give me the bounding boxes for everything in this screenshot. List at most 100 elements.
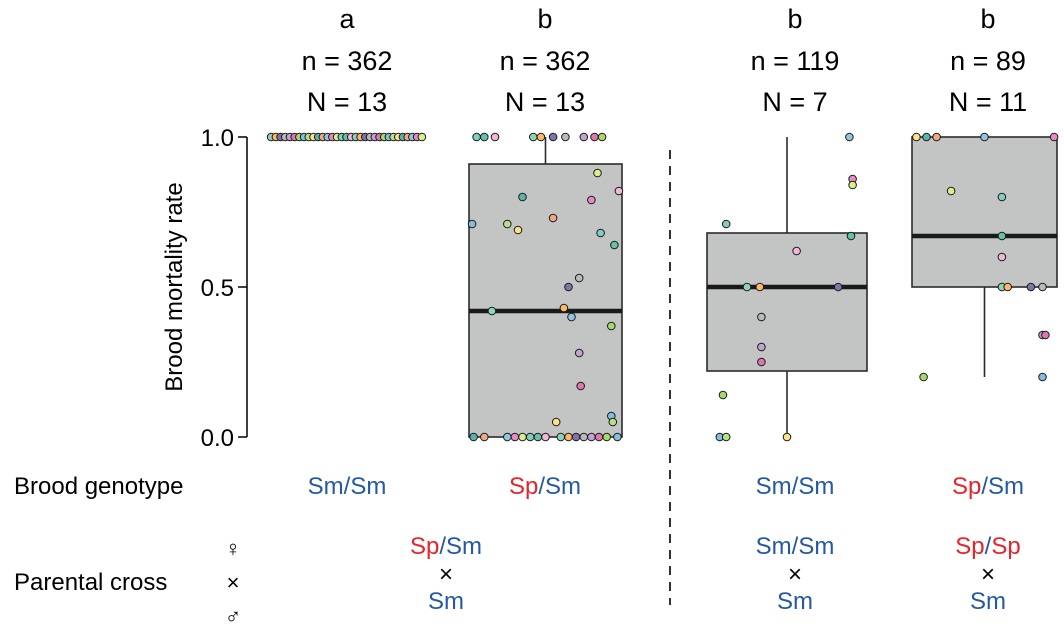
cross-male: Sm bbox=[777, 588, 813, 615]
genotype-part: / bbox=[344, 473, 351, 500]
genotype-part: / bbox=[538, 473, 545, 500]
data-point bbox=[596, 228, 605, 238]
genotype-label: Sm/Sm bbox=[308, 473, 387, 500]
data-point bbox=[848, 180, 857, 190]
data-point bbox=[593, 168, 602, 178]
cross-times: × bbox=[981, 561, 995, 588]
data-point bbox=[518, 192, 527, 202]
data-point bbox=[792, 246, 801, 256]
cross-female-part: / bbox=[985, 533, 992, 560]
data-point bbox=[574, 273, 584, 283]
y-tick-label: 0.0 bbox=[201, 425, 234, 452]
genotype-part: Sm bbox=[308, 473, 344, 500]
box-iqr bbox=[706, 232, 868, 372]
cross-female-part: / bbox=[439, 533, 446, 560]
brood-genotype-label: Brood genotype bbox=[14, 473, 183, 500]
data-point bbox=[919, 372, 928, 382]
genotype-label: Sp/Sm bbox=[952, 473, 1024, 500]
cross-male: Sm bbox=[428, 588, 464, 615]
y-axis: 1.0 0.5 0.0 Brood mortality rate bbox=[161, 125, 248, 452]
data-point bbox=[567, 312, 576, 322]
genotype-part: Sm bbox=[545, 473, 581, 500]
data-point bbox=[587, 432, 596, 442]
data-point bbox=[594, 432, 604, 442]
data-point bbox=[574, 348, 584, 358]
significance-letter: a bbox=[339, 4, 355, 34]
data-point bbox=[579, 432, 589, 442]
cross-female-part: Sp bbox=[410, 533, 439, 560]
cross-female-part: Sp bbox=[955, 533, 984, 560]
group-header: a n = 362 N = 13 bbox=[302, 4, 393, 117]
cross-times: × bbox=[788, 561, 802, 588]
cross-female-part: / bbox=[792, 533, 799, 560]
data-point bbox=[997, 231, 1007, 241]
data-point bbox=[607, 321, 616, 331]
genotype-row: Sm/Sm Sp/Sm Sm/Sm Sp/Sm bbox=[308, 473, 1024, 500]
cross-female-part: Sp bbox=[991, 533, 1020, 560]
data-point bbox=[721, 432, 731, 442]
data-point bbox=[1003, 282, 1013, 292]
data-point bbox=[1038, 282, 1047, 292]
y-tick-label: 0.5 bbox=[201, 275, 234, 302]
genotype-part: Sp bbox=[509, 473, 538, 500]
data-point bbox=[1041, 330, 1050, 340]
cross-male: Sm bbox=[970, 588, 1006, 615]
data-point bbox=[997, 252, 1007, 262]
point-layer bbox=[266, 132, 1059, 442]
cross-female: Sm/Sm bbox=[756, 533, 835, 560]
sample-n: n = 89 bbox=[950, 46, 1026, 76]
data-point bbox=[846, 231, 856, 241]
data-point bbox=[556, 432, 566, 442]
genotype-label: Sp/Sm bbox=[509, 473, 581, 500]
sample-n: n = 362 bbox=[302, 46, 393, 76]
data-point bbox=[845, 132, 854, 142]
data-point bbox=[548, 213, 558, 223]
significance-letter: b bbox=[980, 4, 995, 34]
data-point bbox=[602, 432, 612, 442]
data-point bbox=[757, 342, 766, 352]
sample-n: n = 362 bbox=[500, 46, 591, 76]
data-point bbox=[480, 432, 489, 442]
data-point bbox=[518, 432, 527, 442]
data-point bbox=[551, 417, 561, 427]
data-point bbox=[503, 432, 512, 442]
parental-cross-label: Parental cross bbox=[14, 569, 167, 596]
data-point bbox=[548, 132, 558, 142]
group-header: b n = 89 N = 11 bbox=[949, 4, 1027, 117]
data-point bbox=[1038, 372, 1047, 382]
sample-N: N = 13 bbox=[505, 87, 585, 117]
data-point bbox=[922, 132, 931, 142]
data-point bbox=[997, 192, 1007, 202]
data-point bbox=[757, 357, 766, 367]
data-point bbox=[480, 132, 489, 142]
data-point bbox=[610, 240, 619, 250]
data-point bbox=[912, 132, 921, 142]
data-point bbox=[536, 132, 546, 142]
sample-N: N = 7 bbox=[762, 87, 827, 117]
sample-N: N = 11 bbox=[949, 87, 1027, 117]
y-tick-label: 1.0 bbox=[201, 125, 234, 152]
cross-female-part: Sm bbox=[446, 533, 482, 560]
data-point bbox=[833, 282, 843, 292]
cross-female: Sp/Sp bbox=[955, 533, 1020, 560]
data-point bbox=[1026, 282, 1036, 292]
data-point bbox=[571, 432, 581, 442]
group-header: b n = 362 N = 13 bbox=[500, 4, 591, 117]
data-point bbox=[467, 219, 477, 229]
significance-letter: b bbox=[787, 4, 802, 34]
data-point bbox=[755, 282, 765, 292]
female-symbol-icon: ♀ bbox=[225, 536, 242, 561]
significance-letter: b bbox=[537, 4, 552, 34]
data-point bbox=[525, 432, 535, 442]
data-point bbox=[541, 432, 550, 442]
data-point bbox=[417, 132, 427, 142]
data-point bbox=[490, 132, 500, 142]
cross-female-part: Sm bbox=[798, 533, 834, 560]
genotype-part: Sm bbox=[988, 473, 1024, 500]
data-point bbox=[932, 132, 941, 142]
data-point bbox=[757, 312, 766, 322]
cross-female: Sp/Sm bbox=[410, 533, 482, 560]
data-point bbox=[487, 306, 497, 316]
data-point bbox=[608, 417, 618, 427]
